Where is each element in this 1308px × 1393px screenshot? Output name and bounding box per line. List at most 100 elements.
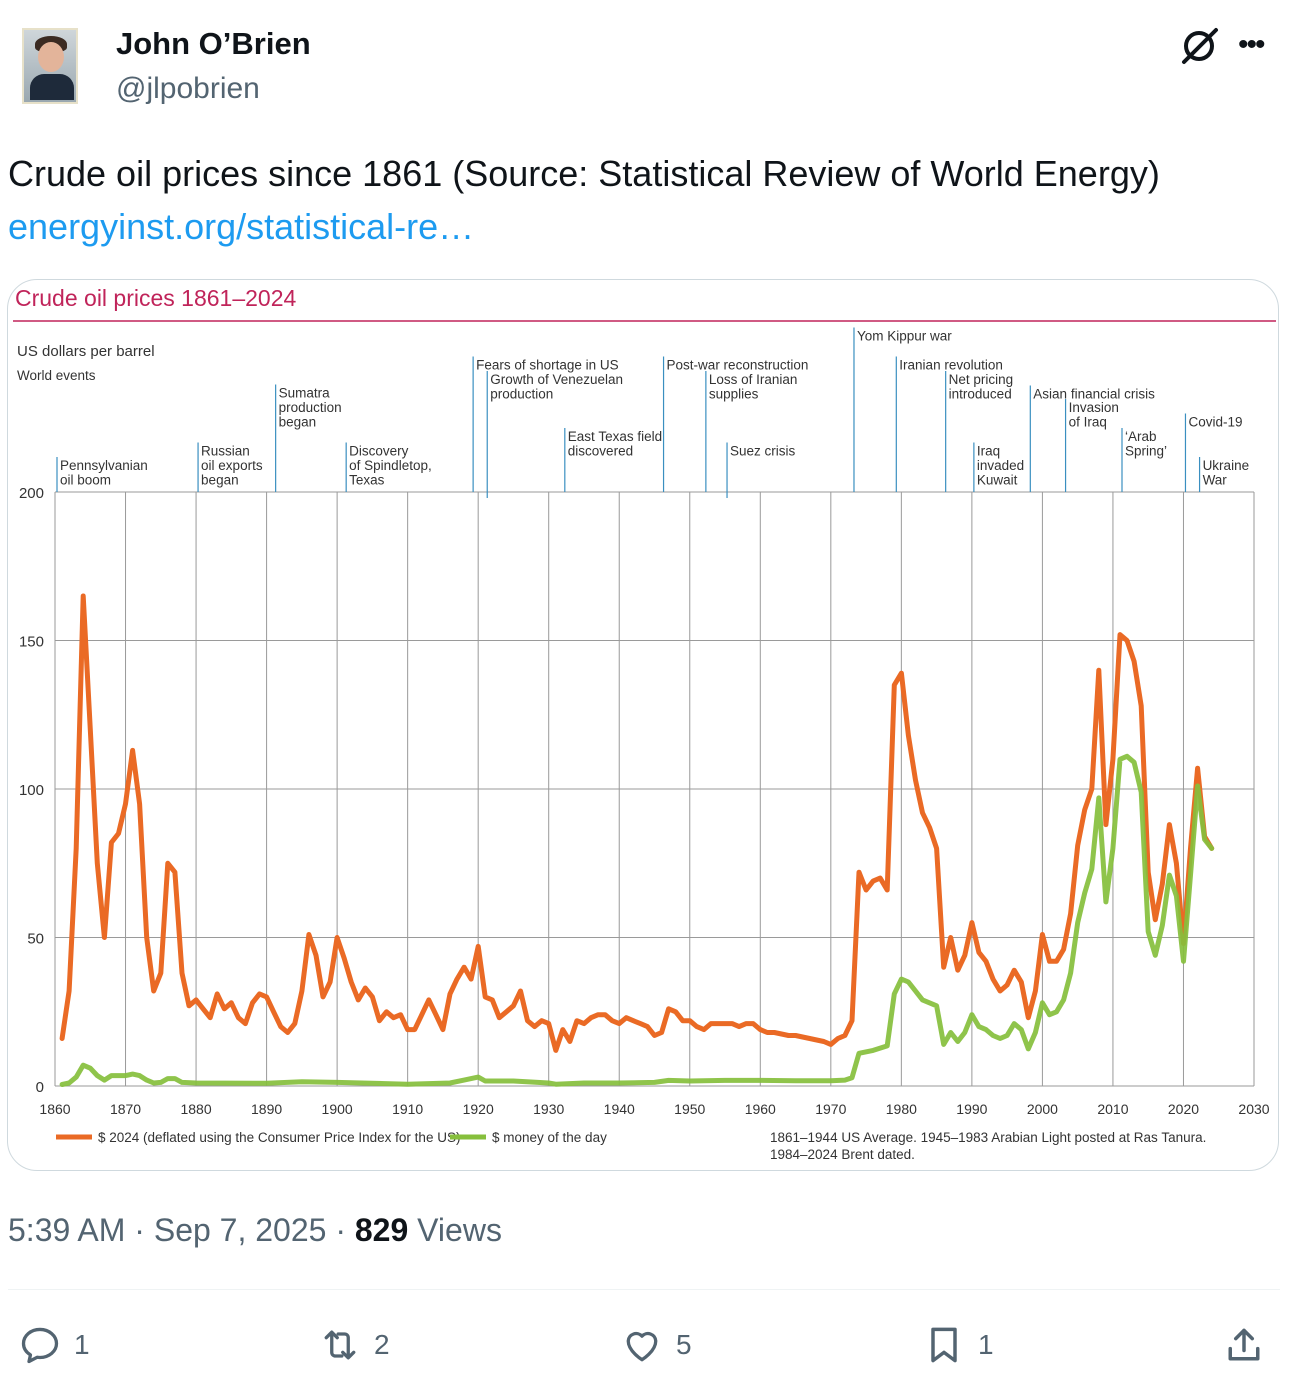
- repost-icon: [324, 1330, 356, 1360]
- event-label: began: [279, 415, 317, 430]
- x-tick-label: 2010: [1097, 1101, 1128, 1117]
- reply-count: 1: [74, 1329, 90, 1360]
- x-tick-label: 2020: [1168, 1101, 1199, 1117]
- event-label: Suez crisis: [730, 444, 796, 459]
- share-icon: [1228, 1328, 1260, 1361]
- x-tick-label: 1920: [463, 1101, 494, 1117]
- x-tick-label: 1990: [956, 1101, 987, 1117]
- avatar-shirt: [30, 74, 74, 100]
- event-label: ‘Arab: [1125, 429, 1157, 444]
- media-card[interactable]: Crude oil prices 1861–2024 US dollars per…: [7, 279, 1279, 1171]
- event-label: supplies: [709, 387, 759, 402]
- separator: ·: [335, 1212, 346, 1248]
- event-label: production: [279, 400, 342, 415]
- bookmark-button[interactable]: 1: [922, 1320, 994, 1370]
- y-tick-label: 100: [19, 782, 44, 799]
- x-tick-label: 1950: [674, 1101, 705, 1117]
- x-tick-label: 1900: [322, 1101, 353, 1117]
- event-label: Yom Kippur war: [857, 329, 952, 344]
- x-tick-label: 1970: [815, 1101, 846, 1117]
- timestamp[interactable]: 5:39 AM · Sep 7, 2025 · 829 Views: [8, 1212, 502, 1249]
- y-tick-label: 200: [19, 485, 44, 502]
- event-label: Ukraine: [1203, 458, 1250, 473]
- event-label: oil boom: [60, 473, 111, 488]
- x-tick-label: 1930: [533, 1101, 564, 1117]
- event-label: production: [490, 387, 553, 402]
- y-tick-label: 50: [27, 931, 44, 948]
- event-label: Sumatra: [279, 386, 331, 401]
- series-line-money-of-the-day: [59, 753, 1215, 1087]
- event-label: discovered: [568, 444, 633, 459]
- legend-label-nominal: $ money of the day: [492, 1130, 607, 1145]
- x-tick-label: 1860: [39, 1101, 70, 1117]
- time: 5:39 AM: [8, 1212, 126, 1248]
- event-label: War: [1203, 473, 1228, 488]
- x-tick-label: 1890: [251, 1101, 282, 1117]
- bookmark-icon: [931, 1327, 957, 1363]
- y-axis-label: US dollars per barrel: [17, 343, 155, 360]
- avatar-face: [38, 42, 64, 72]
- event-label: Spring’: [1125, 444, 1167, 459]
- bookmark-count: 1: [978, 1329, 994, 1360]
- footnote: 1861–1944 US Average. 1945–1983 Arabian …: [770, 1130, 1206, 1145]
- event-label: Net pricing: [949, 372, 1014, 387]
- event-label: Discovery: [349, 444, 409, 459]
- x-tick-label: 1910: [392, 1101, 423, 1117]
- oil-price-chart: Crude oil prices 1861–2024 US dollars per…: [13, 285, 1276, 1162]
- avatar[interactable]: [22, 28, 78, 104]
- event-label: Kuwait: [977, 473, 1018, 488]
- event-label: Covid-19: [1188, 415, 1242, 430]
- date: Sep 7, 2025: [153, 1212, 327, 1248]
- series-line-real-dollars: [59, 593, 1215, 1053]
- chart-title: Crude oil prices 1861–2024: [15, 285, 297, 311]
- view-count: 829: [354, 1212, 409, 1248]
- event-label: Invasion: [1069, 400, 1119, 415]
- repost-count: 2: [374, 1329, 390, 1360]
- event-label: Loss of Iranian: [709, 372, 798, 387]
- footnote: 1984–2024 Brent dated.: [770, 1147, 915, 1162]
- like-count: 5: [676, 1329, 692, 1360]
- events-label: World events: [17, 368, 96, 383]
- event-label: introduced: [949, 387, 1012, 402]
- repost-button[interactable]: 2: [318, 1320, 390, 1370]
- x-tick-label: 2000: [1027, 1101, 1058, 1117]
- share-button[interactable]: [1222, 1320, 1278, 1370]
- y-tick-label: 0: [36, 1079, 44, 1096]
- divider: [8, 1289, 1280, 1290]
- views-label: Views: [417, 1212, 502, 1248]
- event-label: oil exports: [201, 458, 263, 473]
- grok-icon[interactable]: [1180, 26, 1220, 66]
- event-label: Post-war reconstruction: [667, 358, 809, 373]
- x-tick-label: 1940: [604, 1101, 635, 1117]
- event-label: Asian financial crisis: [1033, 387, 1155, 402]
- tweet-link[interactable]: energyinst.org/statistical-re…: [8, 206, 475, 247]
- event-label: East Texas field: [568, 429, 662, 444]
- event-label: invaded: [977, 458, 1024, 473]
- display-name[interactable]: John O’Brien: [116, 26, 311, 61]
- event-label: Pennsylvanian: [60, 458, 148, 473]
- x-tick-label: 1880: [180, 1101, 211, 1117]
- event-label: of Iraq: [1069, 415, 1107, 430]
- reply-button[interactable]: 1: [18, 1320, 90, 1370]
- event-label: Russian: [201, 444, 250, 459]
- event-label: Texas: [349, 473, 385, 488]
- legend-label-real: $ 2024 (deflated using the Consumer Pric…: [98, 1130, 460, 1145]
- separator: ·: [134, 1212, 145, 1248]
- event-label: Iranian revolution: [899, 358, 1003, 373]
- user-handle[interactable]: @jlpobrien: [116, 72, 260, 105]
- x-tick-label: 1960: [745, 1101, 776, 1117]
- x-tick-label: 2030: [1238, 1101, 1269, 1117]
- x-tick-label: 1980: [886, 1101, 917, 1117]
- x-tick-label: 1870: [110, 1101, 141, 1117]
- y-tick-label: 150: [19, 634, 44, 651]
- event-label: began: [201, 473, 239, 488]
- like-button[interactable]: 5: [620, 1320, 692, 1370]
- tweet-text: Crude oil prices since 1861 (Source: Sta…: [8, 153, 1160, 194]
- more-icon[interactable]: •••: [1238, 28, 1265, 61]
- event-label: Iraq: [977, 444, 1000, 459]
- event-label: Fears of shortage in US: [476, 358, 619, 373]
- reply-icon: [21, 1327, 59, 1364]
- event-label: of Spindletop,: [349, 458, 432, 473]
- event-label: Growth of Venezuelan: [490, 372, 623, 387]
- like-icon: [626, 1331, 658, 1362]
